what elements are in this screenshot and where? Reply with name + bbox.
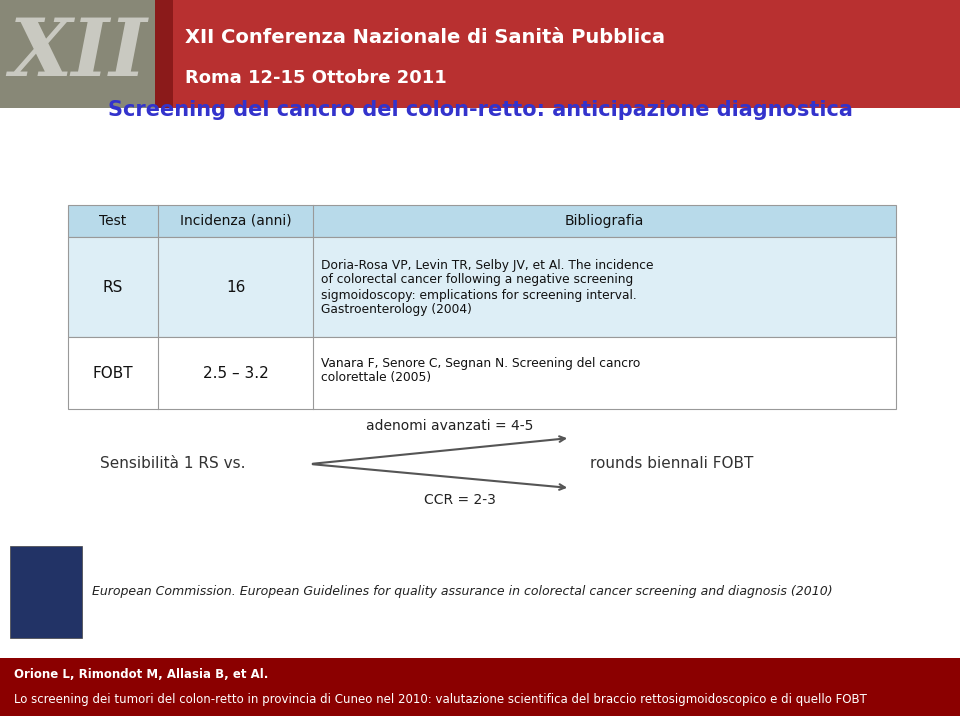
Bar: [68, 237, 896, 337]
Text: Orione L, Rimondot M, Allasia B, et Al.: Orione L, Rimondot M, Allasia B, et Al.: [14, 668, 269, 681]
Text: Bibliografia: Bibliografia: [564, 214, 644, 228]
Text: XII: XII: [10, 15, 147, 93]
Text: of colorectal cancer following a negative screening: of colorectal cancer following a negativ…: [321, 274, 634, 286]
Bar: [0, 658, 960, 716]
Bar: [68, 337, 896, 409]
Text: Screening del cancro del colon-retto: anticipazione diagnostica: Screening del cancro del colon-retto: an…: [108, 100, 852, 120]
Text: European Commission. European Guidelines for quality assurance in colorectal can: European Commission. European Guidelines…: [92, 586, 832, 599]
Text: XII Conferenza Nazionale di Sanità Pubblica: XII Conferenza Nazionale di Sanità Pubbl…: [185, 29, 665, 47]
Text: sigmoidoscopy: emplications for screening interval.: sigmoidoscopy: emplications for screenin…: [321, 289, 636, 301]
Bar: [155, 0, 173, 108]
Text: Incidenza (anni): Incidenza (anni): [180, 214, 291, 228]
Text: FOBT: FOBT: [93, 365, 133, 380]
Text: Lo screening dei tumori del colon-retto in provincia di Cuneo nel 2010: valutazi: Lo screening dei tumori del colon-retto …: [14, 693, 867, 706]
Text: rounds biennali FOBT: rounds biennali FOBT: [590, 457, 754, 472]
Bar: [0, 0, 155, 108]
Bar: [68, 205, 896, 237]
Text: adenomi avanzati = 4-5: adenomi avanzati = 4-5: [367, 419, 534, 433]
Text: Test: Test: [100, 214, 127, 228]
Text: Sensibilità 1 RS vs.: Sensibilità 1 RS vs.: [100, 457, 246, 472]
Text: Gastroenterology (2004): Gastroenterology (2004): [321, 304, 472, 316]
Text: Vanara F, Senore C, Segnan N. Screening del cancro: Vanara F, Senore C, Segnan N. Screening …: [321, 357, 640, 369]
Text: CCR = 2-3: CCR = 2-3: [424, 493, 496, 507]
Text: colorettale (2005): colorettale (2005): [321, 372, 431, 384]
Text: RS: RS: [103, 279, 123, 294]
Text: 16: 16: [226, 279, 245, 294]
Text: Doria-Rosa VP, Levin TR, Selby JV, et Al. The incidence: Doria-Rosa VP, Levin TR, Selby JV, et Al…: [321, 258, 654, 271]
Text: Roma 12-15 Ottobre 2011: Roma 12-15 Ottobre 2011: [185, 69, 446, 87]
Bar: [10, 546, 82, 638]
Text: 2.5 – 3.2: 2.5 – 3.2: [203, 365, 269, 380]
Bar: [0, 0, 960, 108]
